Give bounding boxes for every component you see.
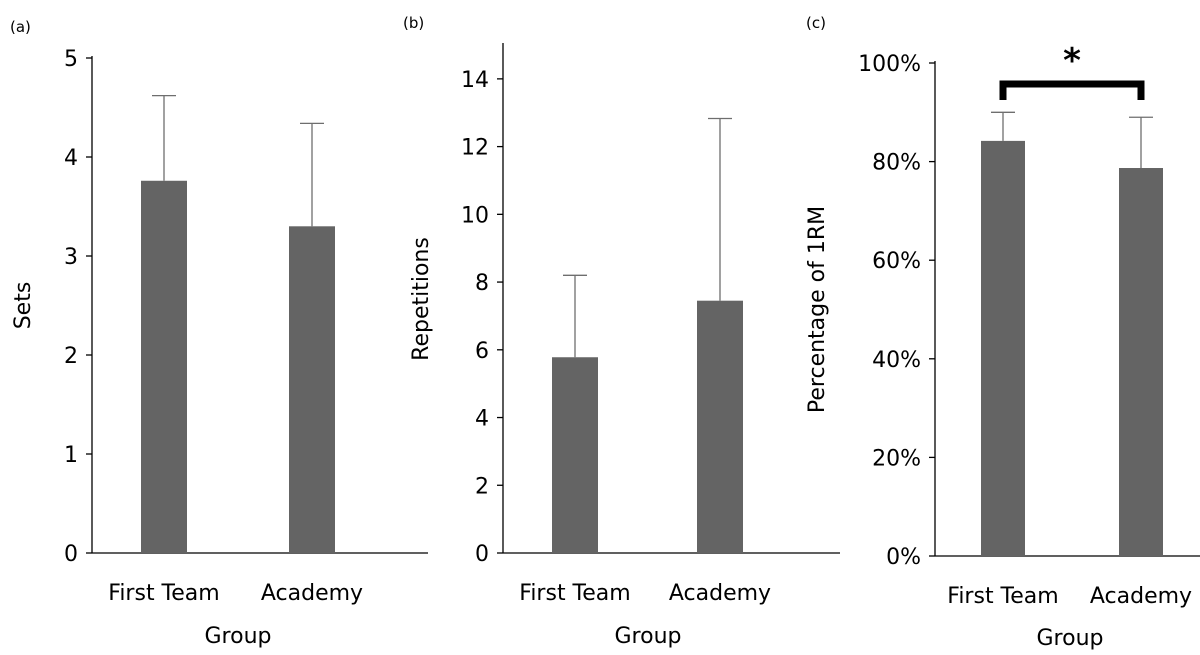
x-axis-title: Group bbox=[1037, 626, 1104, 650]
y-tick-label: 14 bbox=[461, 68, 489, 93]
bar-first-team bbox=[981, 140, 1025, 557]
x-category-label: First Team bbox=[108, 581, 219, 606]
y-tick-label: 2 bbox=[64, 344, 78, 369]
significance-star: * bbox=[1063, 41, 1081, 81]
bar-academy bbox=[697, 300, 743, 553]
panel-label: (b) bbox=[403, 14, 424, 32]
panel-a: (a) 0 1 2 3 4 5 First Team Academy Group Sets bbox=[10, 18, 428, 649]
panel-label: (c) bbox=[806, 14, 826, 32]
x-category-label: First Team bbox=[519, 581, 630, 606]
y-tick-label: 5 bbox=[64, 47, 78, 72]
y-axis-title: Sets bbox=[11, 282, 36, 330]
y-tick-label: 2 bbox=[475, 474, 489, 499]
bar-academy bbox=[1119, 168, 1163, 556]
y-tick-label: 10 bbox=[461, 203, 489, 228]
panel-c: (c) 0% 20% 40% 60% 80% 100% First Team Academy Gr… bbox=[805, 14, 1200, 651]
y-tick-label: 20% bbox=[872, 446, 921, 471]
panel-label: (a) bbox=[10, 18, 31, 36]
y-tick-label: 0% bbox=[886, 545, 921, 570]
y-tick-label: 100% bbox=[858, 52, 921, 77]
y-tick-label: 4 bbox=[64, 146, 78, 171]
y-tick-label: 12 bbox=[461, 136, 489, 161]
x-category-label: First Team bbox=[947, 584, 1058, 609]
y-tick-label: 80% bbox=[872, 151, 921, 176]
x-category-label: Academy bbox=[261, 581, 363, 606]
y-tick-label: 0 bbox=[64, 542, 78, 567]
y-tick-label: 1 bbox=[64, 443, 78, 468]
y-tick-label: 3 bbox=[64, 245, 78, 270]
panel-b: (b) 0 2 4 6 8 10 12 14 First Team Academy Group Repe… bbox=[403, 14, 840, 649]
significance-bracket bbox=[999, 80, 1145, 100]
y-tick-label: 60% bbox=[872, 249, 921, 274]
y-tick-label: 4 bbox=[475, 407, 489, 432]
y-tick-label: 40% bbox=[872, 348, 921, 373]
y-tick-label: 6 bbox=[475, 339, 489, 364]
y-axis-title: Percentage of 1RM bbox=[805, 206, 830, 413]
x-axis-title: Group bbox=[205, 624, 272, 649]
x-category-label: Academy bbox=[1090, 584, 1192, 609]
y-tick-label: 0 bbox=[475, 542, 489, 567]
bar-first-team bbox=[141, 180, 187, 553]
y-tick-label: 8 bbox=[475, 271, 489, 296]
bar-first-team bbox=[552, 357, 598, 553]
x-axis-title: Group bbox=[615, 624, 682, 649]
x-category-label: Academy bbox=[669, 581, 771, 606]
bar-academy bbox=[289, 226, 335, 554]
y-axis-title: Repetitions bbox=[409, 237, 434, 361]
